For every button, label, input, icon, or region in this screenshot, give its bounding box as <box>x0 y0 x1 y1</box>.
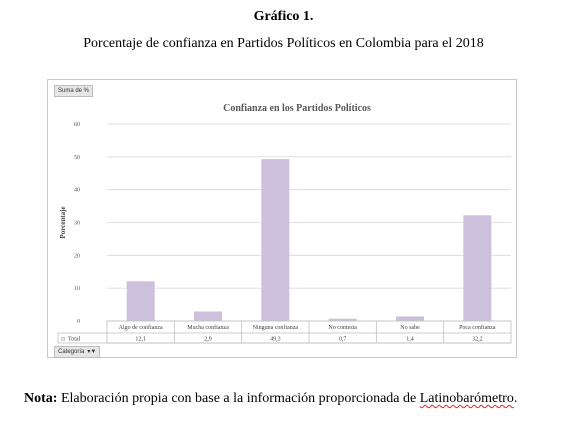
data-label: 32,2 <box>472 337 483 343</box>
bar <box>126 281 155 321</box>
bar <box>396 316 424 321</box>
y-tick-label: 10 <box>74 286 80 292</box>
data-label: 12,1 <box>135 337 146 343</box>
pivot-chart[interactable]: Confianza en los Partidos Políticos 0 10 20… <box>47 79 517 358</box>
y-tick-label: 40 <box>74 188 80 194</box>
bar <box>261 159 290 321</box>
x-tick-label: Algo de confianza <box>119 324 163 331</box>
source-note: Nota: Elaboración propia con base a la i… <box>24 391 517 407</box>
note-end: . <box>513 391 518 406</box>
y-tick-label: 30 <box>74 221 80 227</box>
chart-title: Confianza en los Partidos Políticos <box>223 103 371 114</box>
data-label: 49,3 <box>270 337 281 343</box>
collapse-square-icon: ⊟ <box>61 337 65 343</box>
y-tick-label: 20 <box>74 253 80 259</box>
y-axis-label: Porcentaje <box>59 206 67 238</box>
note-source: Latinobarómetro <box>419 391 514 406</box>
bar <box>194 311 222 321</box>
category-field-button[interactable]: Categoría ▾▼ <box>54 346 101 358</box>
note-text: Elaboración propia con base a la informa… <box>57 391 420 406</box>
data-label: 1,4 <box>406 337 414 343</box>
note-lead: Nota: <box>24 391 58 406</box>
y-tick-label: 50 <box>74 155 80 161</box>
figure-label: Gráfico 1. <box>253 9 314 24</box>
data-label: 0,7 <box>339 337 347 343</box>
x-tick-label: Mucha confianza <box>187 324 229 331</box>
bar <box>328 318 357 321</box>
x-tick-label: Poca confianza <box>459 324 496 331</box>
y-tick-label: 0 <box>77 319 80 325</box>
x-tick-label: No sabe <box>400 325 420 331</box>
category-field-label: Categoría <box>58 349 85 355</box>
figure-caption: Porcentaje de confianza en Partidos Polí… <box>83 36 484 51</box>
y-tick-label: 60 <box>74 122 80 128</box>
value-field-button[interactable]: Suma de % <box>54 85 94 97</box>
x-tick-label: No contesta <box>328 325 357 331</box>
bar <box>463 215 492 321</box>
data-label: 2,9 <box>204 337 212 343</box>
bar-chart: Confianza en los Partidos Políticos 0 10 20… <box>57 103 512 344</box>
filter-dropdown-icon[interactable]: ▾▼ <box>87 349 97 355</box>
x-tick-label: Ninguna confianza <box>253 324 299 331</box>
total-row-label: Total <box>68 337 81 343</box>
